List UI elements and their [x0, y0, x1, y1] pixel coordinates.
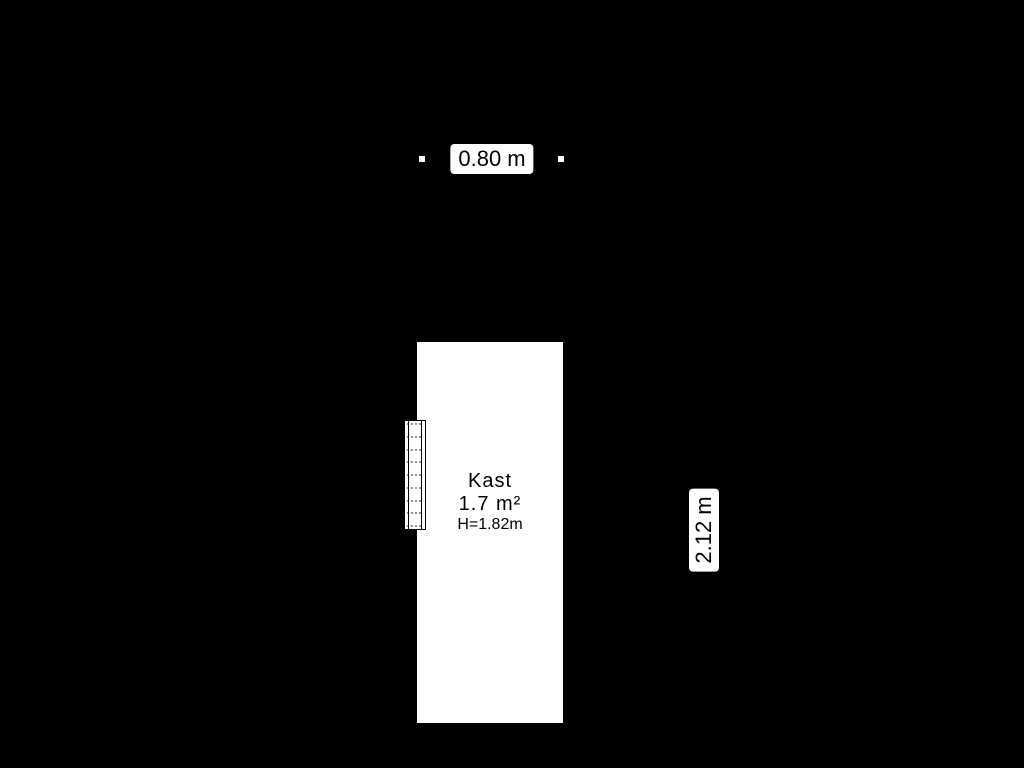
radiator-frame-right	[421, 421, 422, 529]
dimension-height-label: 2.12 m	[689, 488, 719, 571]
dimension-tick	[419, 156, 425, 162]
room-label-block: Kast 1.7 m² H=1.82m	[417, 470, 563, 534]
dimension-width-label: 0.80 m	[450, 144, 533, 174]
radiator-icon	[404, 420, 426, 530]
room-area: 1.7 m²	[417, 493, 563, 516]
room-kast: Kast 1.7 m² H=1.82m	[415, 340, 565, 725]
room-name: Kast	[417, 470, 563, 493]
radiator-frame-left	[408, 421, 409, 529]
room-height: H=1.82m	[417, 516, 563, 534]
dimension-tick	[558, 156, 564, 162]
